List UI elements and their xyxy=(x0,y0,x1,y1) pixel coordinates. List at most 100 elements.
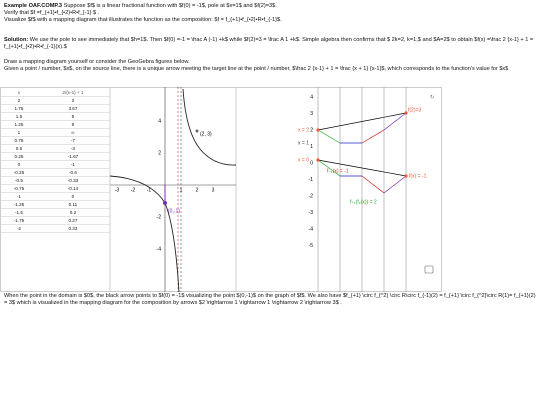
point xyxy=(316,158,320,162)
axis-label: -5 xyxy=(309,243,314,249)
intro-line: Verify that $f =f_{+1}•f_{•2}•R•f_{-1} $… xyxy=(4,10,100,16)
table-row: -2 0.33 xyxy=(1,224,109,233)
intro: Example OAF.COMP.3 Suppose $f$ is a line… xyxy=(4,3,536,24)
table-cell: -1.67 xyxy=(36,152,109,161)
x-tick-label: -2 xyxy=(131,187,136,193)
axis-label: 1 xyxy=(310,144,313,150)
arrow xyxy=(317,159,341,177)
curve xyxy=(182,88,237,166)
table-cell: 0.2 xyxy=(36,208,109,217)
table-cell: -2 xyxy=(1,224,37,233)
table-cell: 0.33 xyxy=(36,224,109,233)
arrow xyxy=(317,159,407,177)
axis-label: 3 xyxy=(310,111,313,117)
footer: When the point in the domain is $0$, the… xyxy=(4,293,536,306)
table-cell: -0.14 xyxy=(36,184,109,193)
table-cell: -1.25 xyxy=(1,200,37,209)
solution: Solution: We use the pole to see immedia… xyxy=(4,37,536,51)
instruction: Draw a mapping diagram yourself or consi… xyxy=(4,59,190,65)
table-row: -0.5 -0.33 xyxy=(1,176,109,185)
axis-label: -1 xyxy=(309,177,314,183)
table-cell: -0.33 xyxy=(36,176,109,185)
table-cell: 1.5 xyxy=(1,112,37,121)
point xyxy=(404,174,408,178)
axis-label: -2 xyxy=(309,193,314,199)
table-cell: 5 xyxy=(36,112,109,121)
table-cell: 0.11 xyxy=(36,200,109,209)
table-row: 0.5 -3 xyxy=(1,144,109,153)
table-cell: ∞ xyxy=(36,128,109,137)
table-cell: -1 xyxy=(36,160,109,169)
intro-line: Visualize $f$ with a mapping diagram tha… xyxy=(4,17,282,23)
table-cell: -3 xyxy=(36,144,109,153)
arrow xyxy=(317,112,407,131)
table-row: 0.25 -1.67 xyxy=(1,152,109,161)
table-row: -1.25 0.11 xyxy=(1,200,109,209)
table-cell: -0.6 xyxy=(36,168,109,177)
table-cell: -0.5 xyxy=(1,176,37,185)
table-cell: 1.25 xyxy=(1,120,37,129)
mapping-label: f₋₁(x) = -1 xyxy=(327,168,349,174)
table-row: 1.25 9 xyxy=(1,120,109,129)
solution-label: Solution: xyxy=(4,37,29,43)
axis-label: 2 xyxy=(310,127,313,133)
table-cell: -1 xyxy=(1,192,37,201)
instruction: Given a point / number, $x$, on the sour… xyxy=(4,66,509,72)
table-row: 1 ∞ xyxy=(1,128,109,137)
point xyxy=(316,128,320,132)
y-tick-label: 2 xyxy=(158,150,161,156)
refresh-icon[interactable]: ↻ xyxy=(430,94,434,100)
table-cell: 0.25 xyxy=(1,152,37,161)
arrow xyxy=(383,175,407,194)
table-cell: 0.75 xyxy=(1,136,37,145)
x-tick-label: 3 xyxy=(212,187,215,193)
mapping-label: f₊₁(f₂(x)) = 2 xyxy=(350,199,377,205)
table-cell: x xyxy=(1,89,37,97)
table-cell: -1.5 xyxy=(1,208,37,217)
table-row: x 2/(x-1) + 1 xyxy=(1,89,109,97)
table-row: -0.25 -0.6 xyxy=(1,168,109,177)
solution-text: We use the pole to see immediately that … xyxy=(4,37,534,50)
mapping-label: x = 0 xyxy=(298,157,309,163)
intro-line: Suppose $f$ is a linear fractional funct… xyxy=(62,3,277,9)
table-cell: 3.67 xyxy=(36,104,109,113)
y-tick-label: -4 xyxy=(157,246,162,252)
x-tick-label: 2 xyxy=(196,187,199,193)
table-cell: 2/(x-1) + 1 xyxy=(36,89,109,97)
table-row: -0.75 -0.14 xyxy=(1,184,109,193)
fullscreen-icon[interactable] xyxy=(424,265,434,274)
table-cell: 0 xyxy=(1,160,37,169)
mapping-label: f(x) = -1 xyxy=(409,173,427,179)
table-cell: 0.5 xyxy=(1,144,37,153)
point-label: (2, 3) xyxy=(200,131,212,137)
table-cell: -0.25 xyxy=(1,168,37,177)
axis-label: -3 xyxy=(309,210,314,216)
table: x 2/(x-1) + 1 2 3 1.75 3.67 1.5 5 1.25 9 1 ∞ 0.75 -7 0… xyxy=(1,89,109,233)
table-row: -1 0 xyxy=(1,192,109,201)
table-row: -1.75 0.27 xyxy=(1,216,109,225)
point xyxy=(404,111,408,115)
arrow xyxy=(361,175,385,194)
x-tick-label: -3 xyxy=(115,187,120,193)
table-row: 1.75 3.67 xyxy=(1,104,109,113)
table-row: 0.75 -7 xyxy=(1,136,109,145)
y-tick-label: 4 xyxy=(158,118,161,124)
table-cell: 9 xyxy=(36,120,109,129)
table-cell: 2 xyxy=(1,96,37,105)
table-cell: 1.75 xyxy=(1,104,37,113)
title: Example OAF.COMP.3 xyxy=(4,3,63,9)
table-row: -1.5 0.2 xyxy=(1,208,109,217)
y-tick-label: -2 xyxy=(157,214,162,220)
table-cell: 1 xyxy=(1,128,37,137)
mapping-label: f(2)=3 xyxy=(408,107,421,113)
table-cell: -1.75 xyxy=(1,216,37,225)
axis-label: 0 xyxy=(310,160,313,166)
point-label: (0,-1) xyxy=(168,208,180,214)
table-cell: 0 xyxy=(36,192,109,201)
mapping-label: x = 1 xyxy=(298,140,309,146)
table-cell: -7 xyxy=(36,136,109,145)
arrow xyxy=(383,112,407,131)
table-cell: -0.75 xyxy=(1,184,37,193)
